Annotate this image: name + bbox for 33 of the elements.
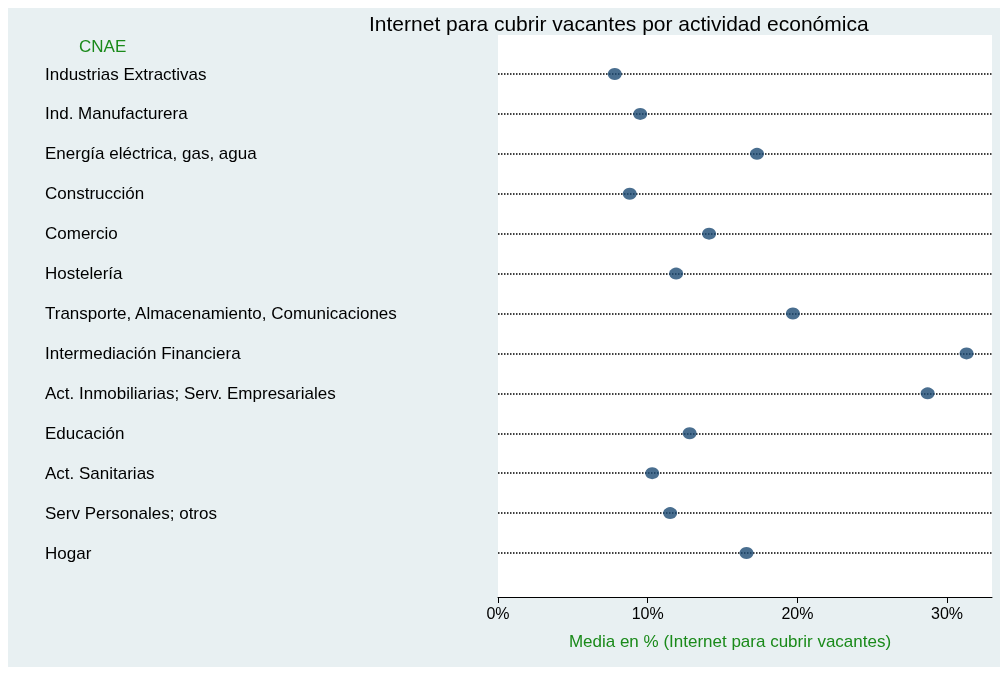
point xyxy=(749,147,764,160)
point xyxy=(622,187,637,200)
point xyxy=(669,267,684,280)
point xyxy=(682,427,697,440)
x-tick-label: 30% xyxy=(931,604,964,622)
y-tick-label: Hostelería xyxy=(45,264,124,284)
point xyxy=(663,507,678,520)
point xyxy=(920,387,935,400)
x-tick-label: 0% xyxy=(486,604,510,622)
point xyxy=(645,467,660,480)
y-tick-label: Industrias Extractivas xyxy=(45,64,207,84)
chart-title: Internet para cubrir vacantes por actividad económica xyxy=(369,12,869,35)
point xyxy=(739,547,754,559)
point xyxy=(607,68,622,80)
point xyxy=(959,347,974,360)
y-tick-label: Comercio xyxy=(45,224,118,244)
y-tick-label: Educación xyxy=(45,423,125,443)
y-tick-label: Construcción xyxy=(45,184,145,204)
y-tick-label: Act. Sanitarias xyxy=(45,463,155,483)
y-tick-label: Energía eléctrica, gas, agua xyxy=(45,144,258,164)
y-tick-label: Intermediación Financiera xyxy=(45,343,242,363)
point xyxy=(785,307,800,320)
x-tick-label: 10% xyxy=(631,604,664,622)
y-axis-title: CNAE xyxy=(79,37,127,56)
y-tick-label: Ind. Manufacturera xyxy=(45,104,189,124)
point xyxy=(702,227,717,240)
x-axis-title: Media en % (Internet para cubrir vacantes) xyxy=(568,632,892,651)
y-tick-label: Serv Personales; otros xyxy=(45,503,217,523)
y-tick-label: Transporte, Almacenamiento, Comunicaciones xyxy=(45,304,397,323)
x-tick-label: 20% xyxy=(781,604,814,622)
y-tick-label: Hogar xyxy=(45,543,92,563)
y-tick-label: Act. Inmobiliarias; Serv. Empresariales xyxy=(45,383,336,403)
point xyxy=(633,107,648,120)
